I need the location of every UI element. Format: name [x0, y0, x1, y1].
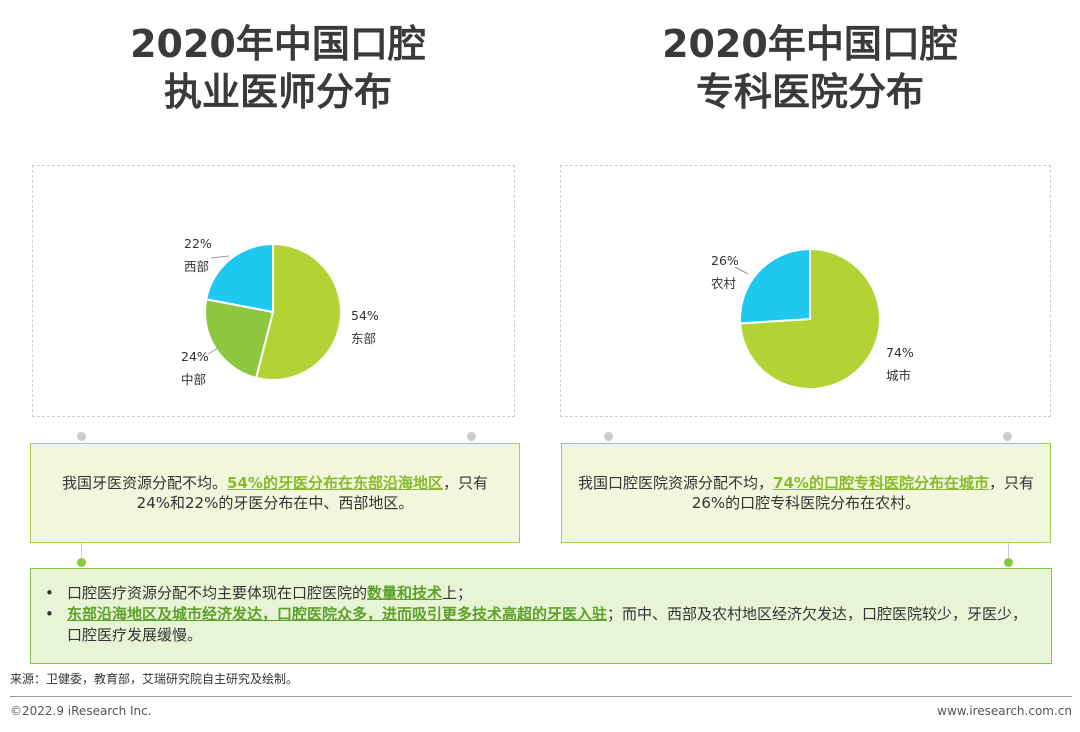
- source-note: 来源：卫健委，教育部，艾瑞研究院自主研究及绘制。: [10, 672, 299, 686]
- left-chart-box: 54% 东部 24% 中部 22% 西部: [32, 165, 515, 417]
- copyright-text: ©2022.9 iResearch Inc.: [10, 704, 152, 718]
- pie-value-label: 22%: [184, 236, 212, 251]
- left-title-line2: 执业医师分布: [163, 70, 392, 114]
- leader-line: [210, 255, 230, 259]
- connector-line: [1008, 543, 1009, 559]
- connector-dot: [467, 432, 476, 441]
- connector-dot: [1003, 432, 1012, 441]
- pie-value-label: 26%: [711, 253, 739, 268]
- pie-value-label: 74%: [886, 345, 914, 360]
- bullet-1-post: 上；: [442, 584, 473, 602]
- connector-dot: [77, 432, 86, 441]
- left-chart-title: 2020年中国口腔 执业医师分布: [68, 20, 488, 116]
- right-chart-box: 74% 城市 26% 农村: [560, 165, 1051, 417]
- pie-category-label: 东部: [351, 331, 376, 346]
- bullet-2-highlight: 东部沿海地区及城市经济发达，口腔医院众多，进而吸引更多技术高超的牙医入驻: [67, 605, 608, 623]
- connector-line: [81, 543, 82, 559]
- connector-dot: [77, 558, 86, 567]
- pie-slice-东部: [254, 242, 342, 381]
- left-title-line1: 2020年中国口腔: [130, 22, 426, 66]
- pie-slice-农村: [739, 247, 811, 325]
- right-summary-box: 我国口腔医院资源分配不均，74%的口腔专科医院分布在城市，只有26%的口腔专科医…: [561, 443, 1051, 543]
- right-pie-chart: 74% 城市 26% 农村: [711, 247, 914, 390]
- left-summary-highlight: 54%的牙医分布在东部沿海地区: [227, 474, 443, 492]
- bullet-mark: •: [45, 605, 54, 623]
- right-title-line2: 专科医院分布: [695, 70, 924, 114]
- right-summary-highlight: 74%的口腔专科医院分布在城市: [773, 474, 989, 492]
- website-link[interactable]: www.iresearch.com.cn: [937, 704, 1072, 718]
- pie-value-label: 54%: [351, 308, 379, 323]
- connector-dot: [604, 432, 613, 441]
- right-chart-title: 2020年中国口腔 专科医院分布: [600, 20, 1020, 116]
- left-summary-post: ，只有24%和22%的牙医分布在中、西部地区。: [136, 474, 488, 512]
- pie-slice-西部: [205, 242, 274, 314]
- leader-line: [207, 347, 219, 355]
- conclusion-bullet-1: • 口腔医疗资源分配不均主要体现在口腔医院的数量和技术上；: [41, 583, 1035, 604]
- right-summary-post: ，只有26%的口腔专科医院分布在农村。: [691, 474, 1034, 512]
- conclusion-bullet-2: • 东部沿海地区及城市经济发达，口腔医院众多，进而吸引更多技术高超的牙医入驻；而…: [41, 604, 1035, 646]
- left-summary-pre: 我国牙医资源分配不均。: [62, 474, 228, 492]
- left-pie-chart: 54% 东部 24% 中部 22% 西部: [181, 236, 379, 387]
- bullet-mark: •: [45, 584, 54, 602]
- conclusion-box: • 口腔医疗资源分配不均主要体现在口腔医院的数量和技术上； • 东部沿海地区及城…: [30, 568, 1052, 664]
- leader-line: [734, 266, 749, 275]
- footer-divider: [10, 696, 1072, 697]
- left-summary-box: 我国牙医资源分配不均。54%的牙医分布在东部沿海地区，只有24%和22%的牙医分…: [30, 443, 520, 543]
- right-summary-text: 我国口腔医院资源分配不均，74%的口腔专科医院分布在城市，只有26%的口腔专科医…: [578, 473, 1034, 513]
- right-title-line1: 2020年中国口腔: [662, 22, 958, 66]
- pie-category-label: 城市: [886, 368, 911, 383]
- pie-slice-中部: [204, 298, 275, 380]
- bullet-1-highlight: 数量和技术: [367, 584, 443, 602]
- pie-category-label: 农村: [711, 276, 737, 291]
- left-summary-text: 我国牙医资源分配不均。54%的牙医分布在东部沿海地区，只有24%和22%的牙医分…: [47, 473, 503, 513]
- connector-dot: [1004, 558, 1013, 567]
- bullet-2-post: ；而中、西部及农村地区经济欠发达，口腔医院较少，牙医少，口腔医疗发展缓慢。: [67, 605, 1028, 644]
- pie-category-label: 西部: [184, 259, 209, 274]
- right-summary-pre: 我国口腔医院资源分配不均，: [578, 474, 774, 492]
- pie-value-label: 24%: [181, 349, 209, 364]
- pie-category-label: 中部: [181, 372, 206, 387]
- bullet-1-pre: 口腔医疗资源分配不均主要体现在口腔医院的: [67, 584, 368, 602]
